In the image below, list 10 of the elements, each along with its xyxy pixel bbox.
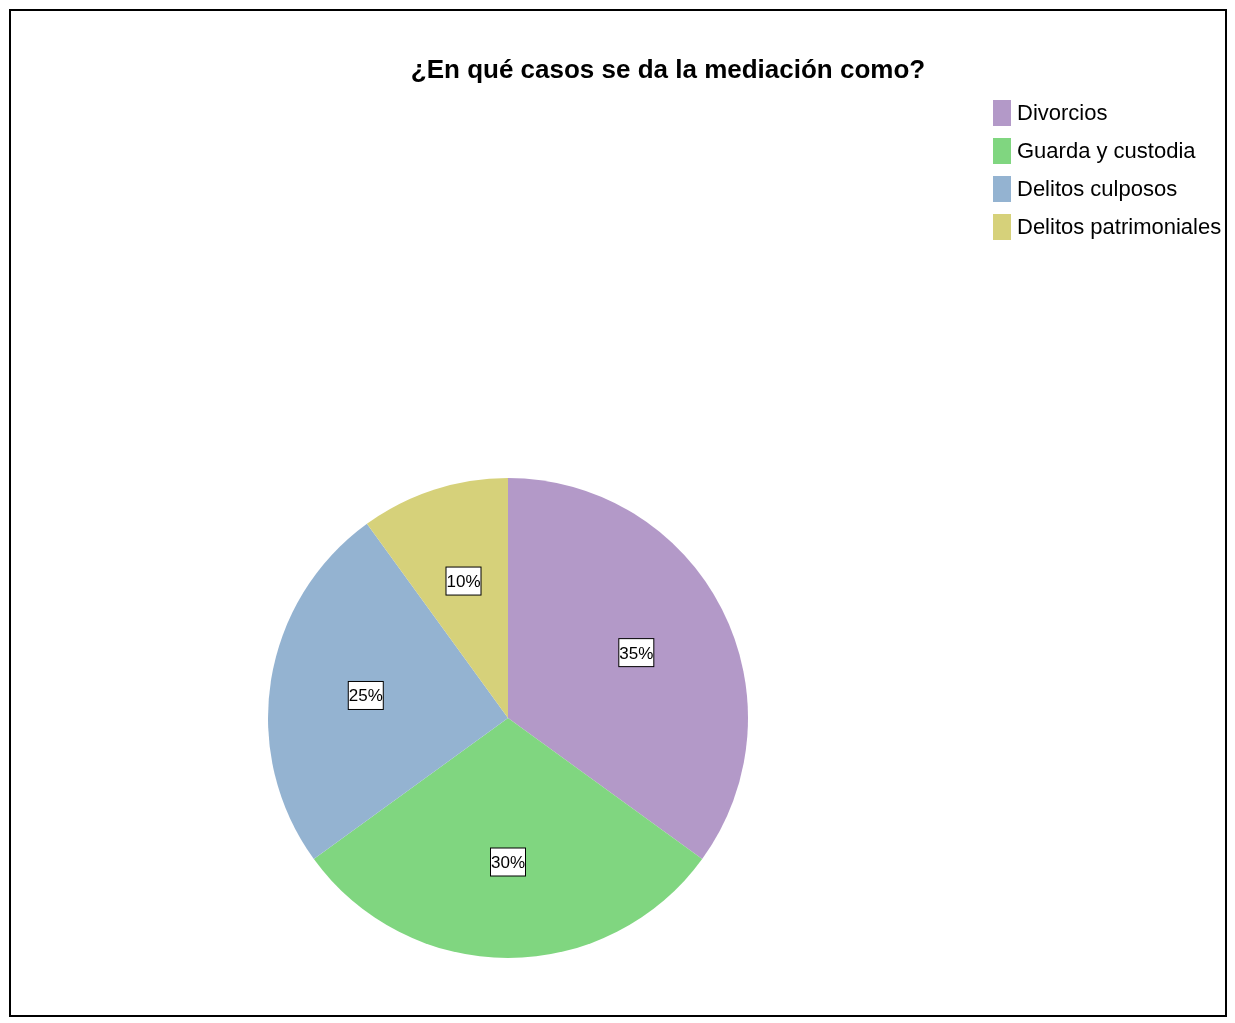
legend-label: Divorcios: [1017, 100, 1108, 125]
data-label: 25%: [348, 686, 383, 706]
legend-label: Delitos patrimoniales: [1017, 214, 1222, 239]
chart-title: ¿En qué casos se da la mediación como?: [410, 54, 926, 84]
data-label: 30%: [490, 852, 526, 872]
data-label: 10%: [446, 572, 481, 591]
pie-slice: [313, 718, 703, 958]
legend-label: Guarda y custodia: [1017, 138, 1197, 163]
legend-label: Delitos culposos: [1017, 176, 1178, 201]
data-label: 35%: [619, 643, 654, 663]
